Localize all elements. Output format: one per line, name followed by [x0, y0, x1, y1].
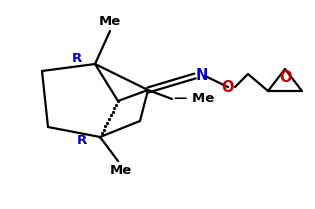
Text: R: R — [72, 51, 82, 65]
Text: N: N — [196, 68, 209, 83]
Text: O: O — [279, 70, 291, 85]
Text: R: R — [77, 135, 87, 148]
Text: Me: Me — [110, 164, 132, 177]
Text: Me: Me — [99, 15, 121, 28]
Text: O: O — [222, 79, 234, 94]
Text: — Me: — Me — [174, 93, 214, 106]
